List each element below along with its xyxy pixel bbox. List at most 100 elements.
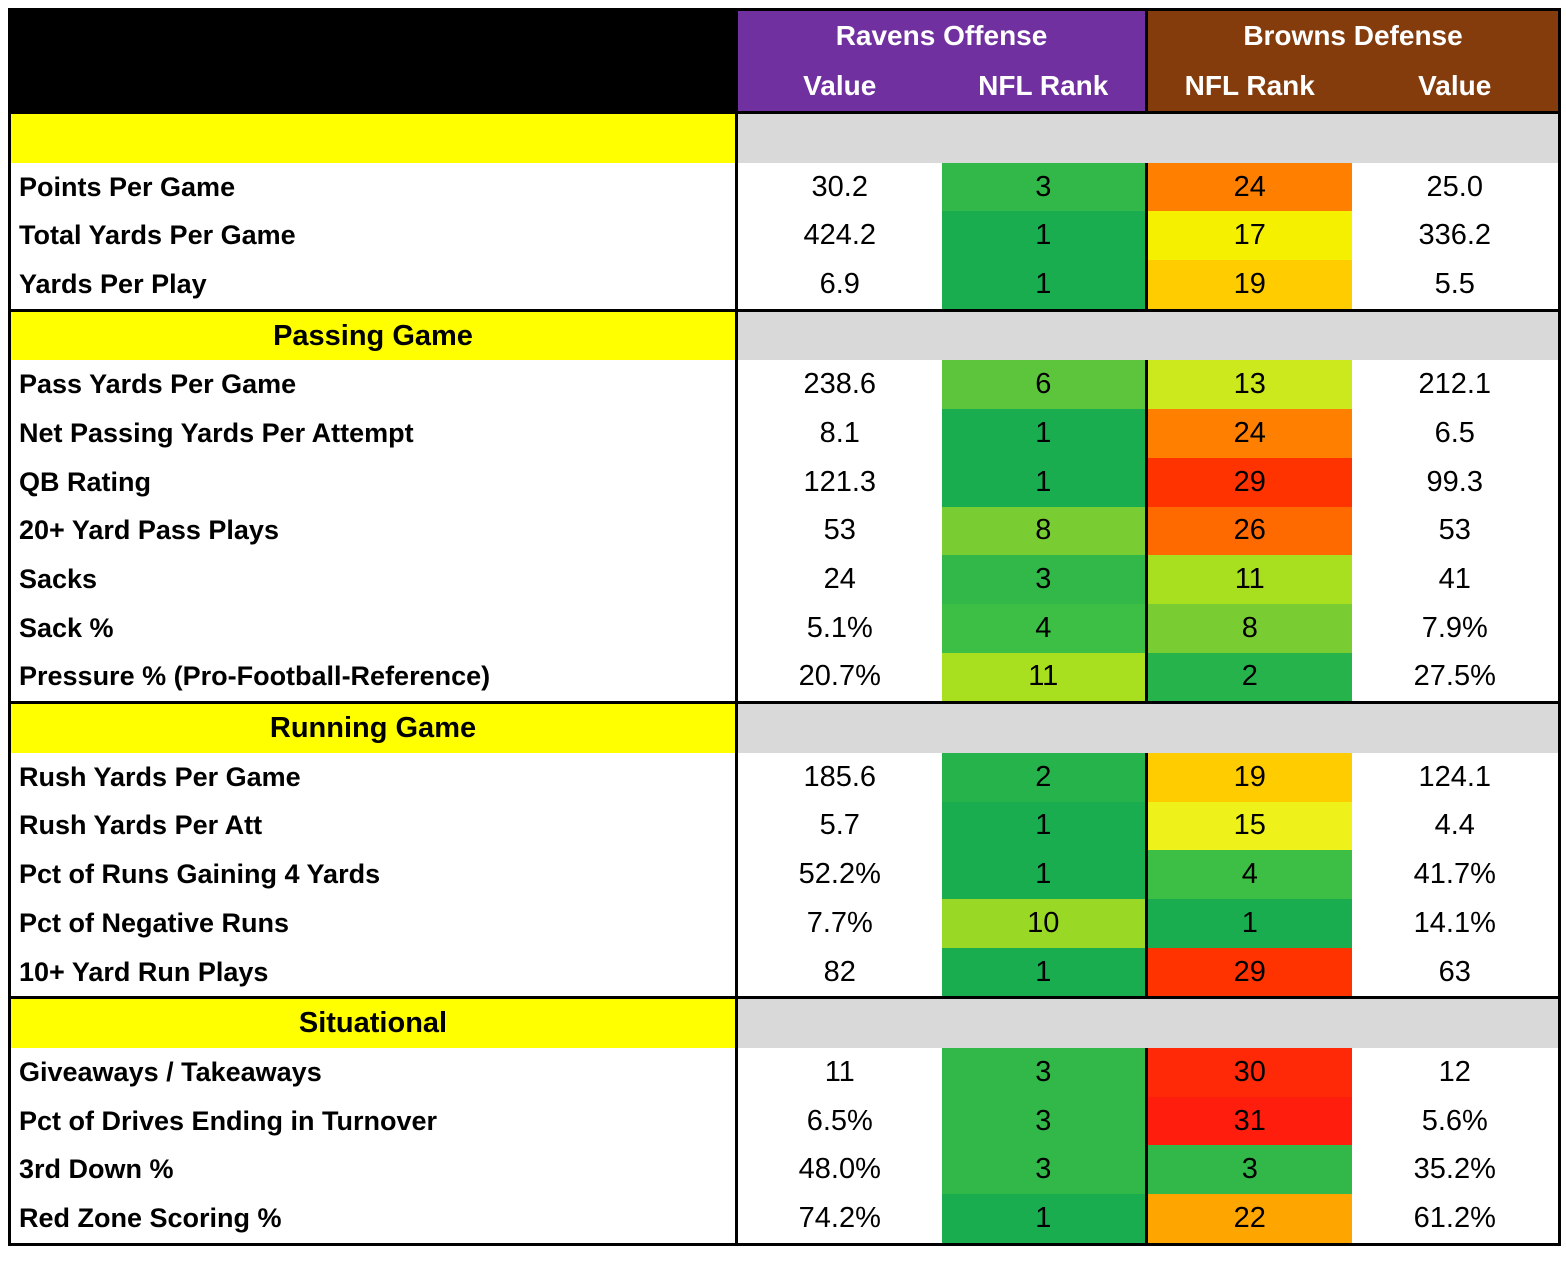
defense-value: 41 xyxy=(1438,563,1471,596)
data-row: Giveaways / Takeaways 11 3 30 12 xyxy=(10,1048,1560,1097)
offense-rank: 4 xyxy=(941,603,1147,653)
data-row: Pct of Drives Ending in Turnover 6.5% 3 31 5… xyxy=(10,1096,1560,1146)
offense-value: 20.7% xyxy=(735,652,942,703)
offense-rank: 1 xyxy=(941,850,1147,899)
defense-rank: 15 xyxy=(1145,801,1352,851)
row-label: 20+ Yard Pass Plays xyxy=(19,515,279,546)
offense-value: 185.6 xyxy=(735,752,942,802)
defense-rank: 26 xyxy=(1145,506,1352,556)
defense-value: 5.6% xyxy=(1421,1104,1488,1137)
data-row: 3rd Down % 48.0% 3 3 35.2% xyxy=(10,1145,1560,1195)
group-header: Browns Defense xyxy=(1145,9,1560,61)
defense-rank: 29 xyxy=(1145,457,1352,507)
data-row: Sacks 24 3 11 41 xyxy=(10,555,1560,604)
data-row: Rush Yards Per Game 185.6 2 19 124.1 xyxy=(10,752,1560,802)
section-title: Situational xyxy=(9,996,737,1049)
data-row: Total Yards Per Game 424.2 1 17 336.2 xyxy=(10,211,1560,261)
defense-rank: 24 xyxy=(1145,409,1352,458)
section-filler xyxy=(734,996,1560,1049)
defense-value: 12 xyxy=(1438,1055,1471,1088)
defense-rank: 24 xyxy=(1145,162,1352,212)
offense-rank: 1 xyxy=(941,801,1147,851)
section-title: Running Game xyxy=(9,701,737,753)
data-row: Rush Yards Per Att 5.7 1 15 4.4 xyxy=(10,801,1560,851)
defense-rank: 22 xyxy=(1145,1194,1352,1245)
offense-value: 53 xyxy=(735,506,942,556)
offense-value: 8.1 xyxy=(735,409,942,458)
defense-value: 14.1% xyxy=(1413,906,1496,939)
offense-value: 6.9 xyxy=(735,260,942,311)
offense-value: 6.5% xyxy=(735,1096,942,1146)
offense-rank: 1 xyxy=(941,260,1147,311)
row-label: Yards Per Play xyxy=(19,268,207,299)
offense-value: 52.2% xyxy=(735,850,942,899)
defense-value: 124.1 xyxy=(1418,760,1492,793)
section-row: Passing Game xyxy=(9,308,1560,361)
defense-rank: 13 xyxy=(1145,360,1352,410)
header-row: Value NFL Rank NFL Rank Value xyxy=(10,61,1560,113)
offense-value: 48.0% xyxy=(735,1145,942,1195)
offense-rank: 1 xyxy=(941,409,1147,458)
data-row: Pressure % (Pro-Football-Reference) 20.7%… xyxy=(10,652,1560,703)
offense-value: 30.2 xyxy=(735,162,942,212)
offense-value: 424.2 xyxy=(735,211,942,261)
data-row: Yards Per Play 6.9 1 19 5.5 xyxy=(10,260,1560,311)
defense-rank: 1 xyxy=(1145,899,1352,948)
offense-value: 82 xyxy=(735,947,942,998)
defense-rank: 8 xyxy=(1145,603,1352,653)
column-header: NFL Rank xyxy=(1145,61,1352,113)
defense-rank: 17 xyxy=(1145,211,1352,261)
offense-value: 7.7% xyxy=(735,899,942,948)
row-label: Rush Yards Per Att xyxy=(19,810,263,841)
section-row xyxy=(9,110,1560,163)
defense-rank: 19 xyxy=(1145,260,1352,311)
section-title xyxy=(9,110,737,163)
defense-value: 53 xyxy=(1438,514,1471,547)
defense-value: 7.9% xyxy=(1421,611,1488,644)
defense-rank: 30 xyxy=(1145,1048,1352,1097)
defense-rank: 2 xyxy=(1145,652,1352,703)
row-label: Rush Yards Per Game xyxy=(19,761,301,792)
defense-value: 99.3 xyxy=(1426,465,1483,498)
data-row: Pct of Negative Runs 7.7% 10 1 14.1% xyxy=(10,899,1560,948)
header-corner xyxy=(9,9,737,113)
offense-rank: 1 xyxy=(941,947,1147,998)
offense-value: 24 xyxy=(735,555,942,604)
section-filler xyxy=(734,701,1560,753)
stats-table: Ravens Offense Browns Defense Value NFL … xyxy=(8,8,1562,1246)
defense-rank: 29 xyxy=(1145,947,1352,998)
offense-rank: 1 xyxy=(941,457,1147,507)
offense-value: 121.3 xyxy=(735,457,942,507)
defense-value: 25.0 xyxy=(1426,170,1483,203)
defense-value: 4.4 xyxy=(1434,809,1475,842)
row-label: Red Zone Scoring % xyxy=(19,1202,282,1233)
row-label: 3rd Down % xyxy=(19,1154,174,1185)
defense-value: 212.1 xyxy=(1418,368,1492,401)
data-row: 10+ Yard Run Plays 82 1 29 63 xyxy=(10,947,1560,998)
offense-rank: 11 xyxy=(941,652,1147,703)
offense-rank: 2 xyxy=(941,752,1147,802)
row-label: Pct of Runs Gaining 4 Yards xyxy=(19,859,381,890)
row-label: QB Rating xyxy=(19,466,151,497)
data-row: 20+ Yard Pass Plays 53 8 26 53 xyxy=(10,506,1560,556)
offense-rank: 3 xyxy=(941,162,1147,212)
defense-rank: 4 xyxy=(1145,850,1352,899)
offense-rank: 1 xyxy=(941,1194,1147,1245)
defense-value: 336.2 xyxy=(1418,219,1492,252)
row-label: Sack % xyxy=(19,612,114,643)
row-label: Pct of Negative Runs xyxy=(19,907,290,938)
defense-value: 61.2% xyxy=(1413,1201,1496,1234)
data-row: Red Zone Scoring % 74.2% 1 22 61.2% xyxy=(10,1194,1560,1245)
offense-rank: 1 xyxy=(941,211,1147,261)
offense-value: 5.1% xyxy=(735,603,942,653)
data-row: Pct of Runs Gaining 4 Yards 52.2% 1 4 41.7% xyxy=(10,850,1560,899)
row-label: Total Yards Per Game xyxy=(19,220,296,251)
defense-value: 35.2% xyxy=(1413,1153,1496,1186)
defense-value: 27.5% xyxy=(1413,660,1496,693)
data-row: QB Rating 121.3 1 29 99.3 xyxy=(10,457,1560,507)
section-row: Running Game xyxy=(9,701,1560,753)
offense-rank: 3 xyxy=(941,1048,1147,1097)
section-row: Situational xyxy=(9,996,1560,1049)
defense-value: 6.5 xyxy=(1434,416,1475,449)
offense-rank: 10 xyxy=(941,899,1147,948)
